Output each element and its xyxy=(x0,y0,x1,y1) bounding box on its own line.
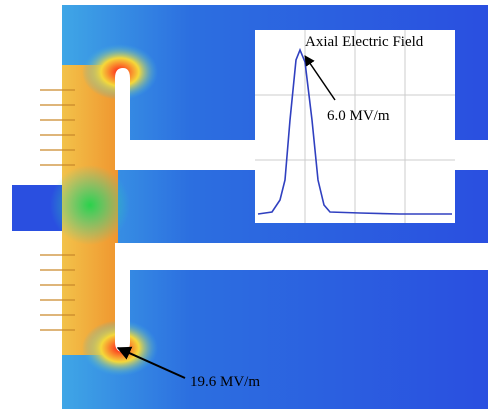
inset-title: Axial Electric Field xyxy=(305,34,424,50)
surface-peak-label: 19.6 MV/m xyxy=(190,374,260,390)
inset-plot: Axial Electric Field 6.0 MV/m xyxy=(255,30,455,223)
gap-center xyxy=(50,165,130,245)
figure: Axial Electric Field 6.0 MV/m 19.6 MV/m xyxy=(0,0,488,409)
peak-label: 6.0 MV/m xyxy=(327,108,390,124)
